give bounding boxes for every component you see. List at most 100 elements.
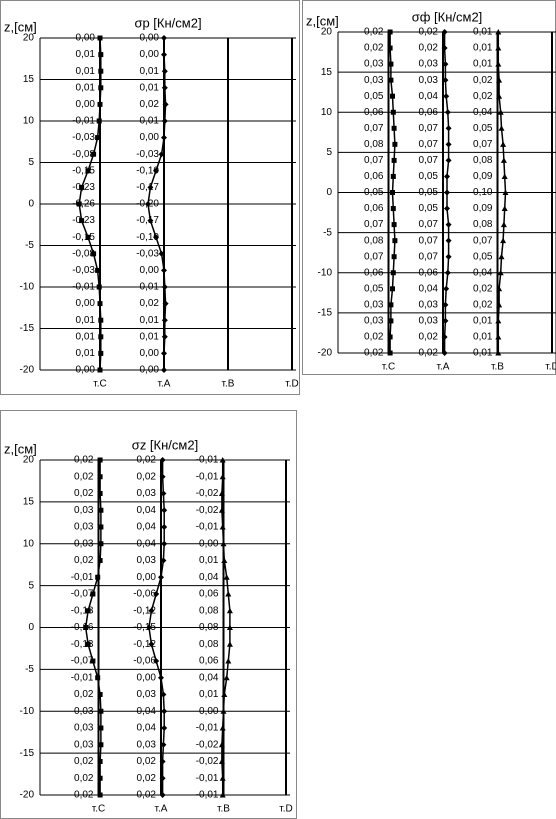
marker (390, 109, 396, 115)
marker (97, 775, 103, 781)
marker (98, 725, 104, 731)
data-label: 0,07 (364, 251, 384, 262)
data-label: -0,06 (133, 589, 156, 600)
data-label: 0,06 (364, 267, 384, 278)
marker (162, 101, 169, 108)
data-label: 0,06 (199, 656, 219, 667)
data-label: 0,04 (137, 538, 157, 549)
y-tick-label: 5 (28, 157, 34, 168)
data-label: -0,01 (196, 790, 219, 801)
data-label: 0,06 (199, 589, 219, 600)
data-label: 0,02 (74, 455, 94, 466)
marker (97, 692, 103, 697)
marker (391, 222, 397, 228)
y-tick-label: -20 (20, 790, 35, 801)
data-label: 0,03 (137, 555, 157, 566)
data-label: 0,02 (137, 790, 157, 801)
marker (501, 205, 508, 212)
marker (85, 168, 91, 174)
marker (442, 317, 449, 324)
marker (158, 151, 165, 158)
data-label: 0,01 (76, 49, 96, 60)
marker (97, 367, 103, 373)
y-tick-label: -10 (20, 706, 35, 717)
y-tick-label: 20 (321, 27, 333, 38)
marker (445, 253, 452, 260)
data-label: 0,03 (137, 488, 157, 499)
marker (500, 157, 507, 163)
y-tick-label: -20 (20, 365, 35, 376)
marker (220, 708, 227, 714)
chart-title: σz [Кн/см2] (132, 437, 198, 452)
marker (98, 317, 104, 323)
marker (496, 285, 503, 292)
marker (390, 270, 396, 276)
y-tick-label: -5 (25, 240, 34, 251)
marker (148, 607, 155, 614)
data-label: 0,05 (364, 187, 384, 198)
data-label: 0,08 (199, 622, 219, 633)
marker (85, 608, 91, 614)
marker (98, 350, 104, 356)
data-label: 0,00 (76, 365, 96, 376)
data-label: 0,07 (364, 155, 384, 166)
data-label: 0,03 (74, 522, 94, 533)
data-label: 0,01 (140, 331, 160, 342)
marker (441, 29, 448, 35)
marker (388, 77, 394, 83)
data-label: 0,05 (419, 203, 439, 214)
y-tick-label: 5 (326, 147, 332, 158)
marker (79, 184, 85, 190)
marker (161, 333, 168, 340)
data-label: 0,02 (74, 756, 94, 767)
marker (444, 173, 450, 180)
marker (96, 284, 102, 290)
data-label: 0,08 (473, 155, 493, 166)
marker (97, 301, 103, 307)
marker (502, 189, 509, 195)
marker (85, 641, 91, 647)
marker (495, 45, 502, 51)
marker (391, 125, 397, 131)
data-label: -0,02 (196, 505, 219, 516)
data-label: 0,01 (76, 331, 96, 342)
data-label: 0,04 (199, 672, 219, 683)
data-label: 0,01 (473, 27, 493, 38)
data-label: 0,05 (419, 171, 439, 182)
marker (444, 205, 450, 212)
data-label: 0,07 (419, 123, 439, 134)
data-label: 0,00 (76, 99, 96, 110)
marker (495, 61, 502, 67)
y-tick-label: -5 (323, 227, 332, 238)
data-label: -0,01 (196, 773, 219, 784)
data-label: 0,02 (137, 455, 157, 466)
y-tick-label: -20 (318, 348, 333, 359)
data-label: 0,03 (74, 505, 94, 516)
data-label: 0,00 (137, 672, 157, 683)
data-label: 0,02 (364, 27, 384, 38)
y-tick-label: 15 (23, 74, 35, 85)
data-label: -0,16 (71, 622, 94, 633)
marker (98, 334, 104, 340)
data-label: -0,10 (136, 232, 159, 243)
x-tick-label: т.A (155, 804, 168, 815)
marker (97, 474, 103, 480)
data-label: 0,00 (199, 706, 219, 717)
data-label: 0,00 (140, 33, 160, 44)
marker (498, 125, 505, 131)
data-label: 0,02 (74, 555, 94, 566)
marker (445, 125, 452, 132)
y-tick-label: 15 (321, 67, 333, 78)
marker (162, 300, 169, 307)
data-label: 0,00 (199, 538, 219, 549)
marker (218, 741, 225, 748)
data-label: 0,03 (364, 59, 384, 70)
data-label: -0,15 (133, 622, 156, 633)
chart-panel: σф [Кн/см2] z,[см]20 15 10 5 0 -5 -10 -15 -20 т.C т… (302, 0, 556, 375)
marker (223, 574, 230, 580)
data-label: 0,03 (74, 723, 94, 734)
data-label: 0,01 (140, 82, 160, 93)
marker (90, 591, 96, 597)
data-label: 0,10 (473, 187, 493, 198)
marker (390, 93, 395, 99)
